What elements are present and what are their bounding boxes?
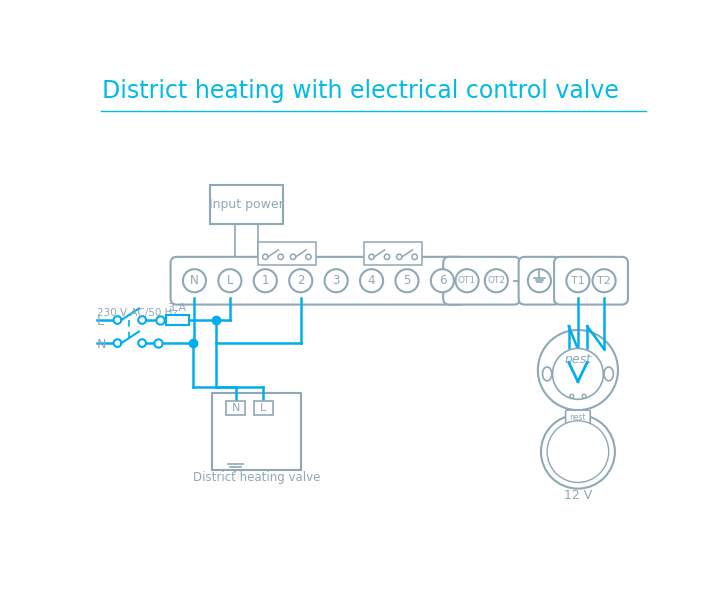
FancyBboxPatch shape: [177, 263, 460, 298]
Text: 5: 5: [403, 274, 411, 287]
Circle shape: [553, 349, 604, 399]
Circle shape: [395, 269, 419, 292]
Text: 3: 3: [333, 274, 340, 287]
Circle shape: [369, 254, 374, 260]
Text: N: N: [232, 403, 240, 413]
Circle shape: [290, 254, 296, 260]
Circle shape: [138, 339, 146, 347]
Text: 12 V: 12 V: [563, 489, 592, 503]
Circle shape: [183, 269, 206, 292]
Text: L: L: [260, 403, 266, 413]
Circle shape: [582, 394, 586, 398]
Text: N: N: [190, 274, 199, 287]
Circle shape: [360, 269, 383, 292]
Circle shape: [306, 254, 311, 260]
Text: nest: nest: [569, 412, 586, 422]
Circle shape: [528, 269, 551, 292]
Text: District heating with electrical control valve: District heating with electrical control…: [102, 79, 619, 103]
Bar: [258, 242, 316, 266]
Circle shape: [114, 339, 122, 347]
FancyBboxPatch shape: [443, 257, 521, 305]
Circle shape: [566, 269, 590, 292]
Text: 6: 6: [439, 274, 446, 287]
Ellipse shape: [604, 367, 614, 381]
Circle shape: [278, 254, 283, 260]
Circle shape: [289, 269, 312, 292]
FancyBboxPatch shape: [170, 257, 466, 305]
Text: nest: nest: [564, 353, 591, 366]
Bar: [212, 393, 301, 470]
Circle shape: [541, 415, 615, 489]
Text: District heating valve: District heating valve: [193, 471, 320, 484]
Bar: [254, 401, 273, 415]
Circle shape: [254, 269, 277, 292]
Circle shape: [538, 330, 618, 410]
FancyBboxPatch shape: [566, 410, 590, 424]
Circle shape: [218, 269, 242, 292]
Circle shape: [456, 269, 478, 292]
Text: 2: 2: [297, 274, 304, 287]
Circle shape: [593, 269, 616, 292]
Circle shape: [485, 269, 508, 292]
Ellipse shape: [542, 367, 552, 381]
Circle shape: [138, 316, 146, 324]
Text: L: L: [97, 315, 103, 328]
Circle shape: [384, 254, 389, 260]
Circle shape: [114, 316, 122, 324]
FancyBboxPatch shape: [554, 257, 628, 305]
Circle shape: [263, 254, 268, 260]
Text: N: N: [97, 339, 106, 352]
Text: 230 V AC/50 Hz: 230 V AC/50 Hz: [97, 308, 178, 318]
Circle shape: [412, 254, 417, 260]
Text: 3 A: 3 A: [168, 303, 186, 313]
Text: OT2: OT2: [487, 276, 505, 285]
Bar: [226, 401, 245, 415]
Bar: [166, 315, 189, 324]
Text: Input power: Input power: [210, 198, 284, 211]
Circle shape: [397, 254, 402, 260]
Circle shape: [547, 421, 609, 482]
Text: 4: 4: [368, 274, 376, 287]
Text: T2: T2: [597, 276, 611, 286]
Bar: [364, 242, 422, 266]
Text: T1: T1: [571, 276, 585, 286]
FancyBboxPatch shape: [518, 257, 561, 305]
Text: OT1: OT1: [458, 276, 476, 285]
Text: 1: 1: [261, 274, 269, 287]
Circle shape: [325, 269, 348, 292]
Bar: [210, 185, 283, 224]
Circle shape: [431, 269, 454, 292]
Text: L: L: [226, 274, 233, 287]
Circle shape: [570, 394, 574, 398]
